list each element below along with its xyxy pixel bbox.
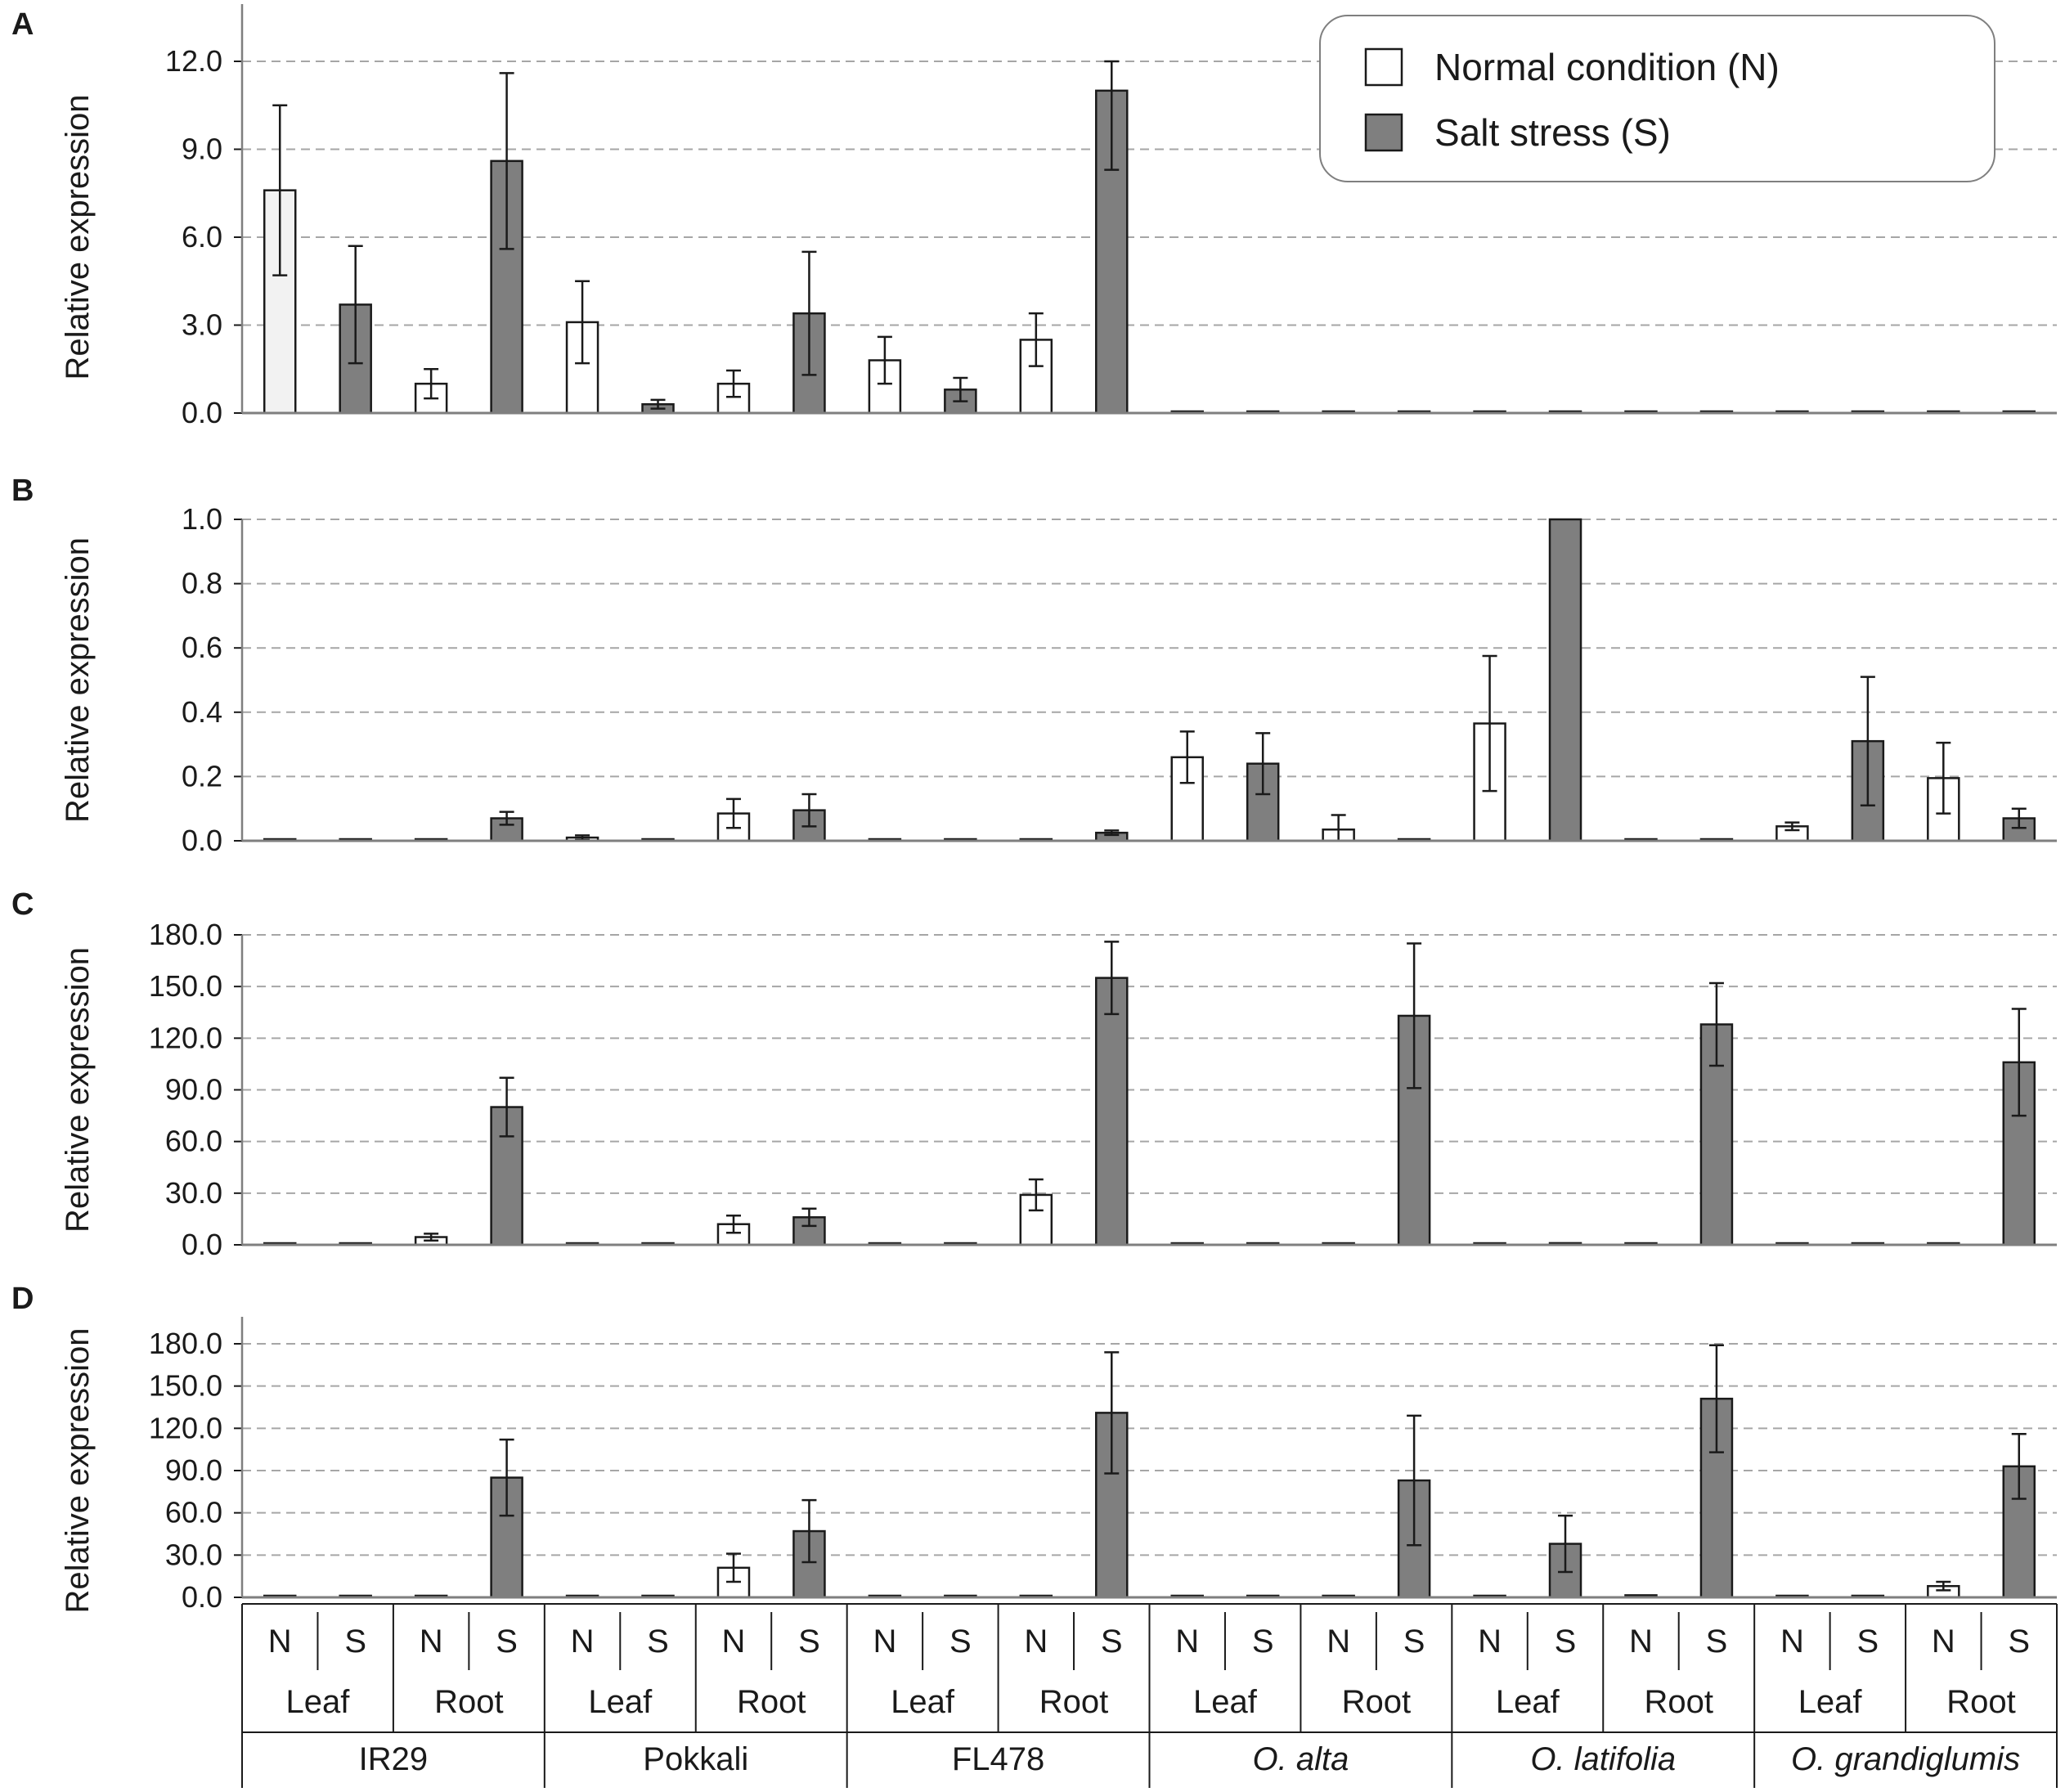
y-tick-label: 30.0 bbox=[165, 1538, 222, 1571]
condition-label: S bbox=[1706, 1624, 1728, 1660]
y-tick-label: 0.0 bbox=[182, 396, 222, 429]
y-tick-label: 1.0 bbox=[182, 502, 222, 536]
bar-s-11 bbox=[1095, 977, 1129, 1246]
panel-letter: D bbox=[11, 1282, 34, 1316]
condition-label: S bbox=[1555, 1624, 1577, 1660]
tissue-label: Leaf bbox=[286, 1684, 351, 1720]
tissue-label: Root bbox=[1946, 1684, 2016, 1720]
condition-label: N bbox=[1327, 1624, 1350, 1660]
y-tick-label: 0.0 bbox=[182, 1580, 222, 1614]
genotype-label: O. alta bbox=[1252, 1741, 1349, 1777]
tissue-label: Leaf bbox=[891, 1684, 955, 1720]
y-tick-label: 0.8 bbox=[182, 567, 222, 600]
y-tick-label: 0.0 bbox=[182, 824, 222, 857]
condition-label: N bbox=[1932, 1624, 1955, 1660]
panel-c: C 0.0 30.0 60.0 90.0 120.0 150.0 180.0 Relative … bbox=[11, 887, 2057, 1261]
condition-label: N bbox=[1024, 1624, 1048, 1660]
condition-label: S bbox=[496, 1624, 518, 1660]
legend-swatch-salt bbox=[1364, 113, 1403, 152]
condition-label: N bbox=[1478, 1624, 1502, 1660]
y-axis-label: Relative expression bbox=[60, 94, 96, 380]
legend-box bbox=[1319, 15, 1995, 182]
y-tick-label: 0.4 bbox=[182, 695, 222, 729]
condition-label: S bbox=[1857, 1624, 1879, 1660]
condition-label: N bbox=[420, 1624, 443, 1660]
condition-label: S bbox=[344, 1624, 366, 1660]
tissue-label: Leaf bbox=[1193, 1684, 1258, 1720]
condition-label: S bbox=[647, 1624, 669, 1660]
y-tick-label: 3.0 bbox=[182, 308, 222, 342]
y-tick-label: 180.0 bbox=[149, 1327, 222, 1360]
panel-a: A 0.0 3.0 6.0 9.0 12.0 Relative expression bbox=[11, 4, 2057, 429]
y-axis-label: Relative expression bbox=[60, 537, 96, 823]
bar-s-17 bbox=[1548, 518, 1582, 842]
y-tick-label: 60.0 bbox=[165, 1496, 222, 1529]
y-tick-label: 90.0 bbox=[165, 1453, 222, 1487]
condition-label: S bbox=[2008, 1624, 2030, 1660]
legend: Normal condition (N) Salt stress (S) bbox=[1319, 15, 1995, 182]
y-tick-label: 150.0 bbox=[149, 1369, 222, 1403]
y-tick-label: 30.0 bbox=[165, 1176, 222, 1210]
y-tick-label: 0.6 bbox=[182, 631, 222, 664]
y-tick-label: 0.2 bbox=[182, 759, 222, 793]
y-tick-label: 6.0 bbox=[182, 220, 222, 254]
condition-label: N bbox=[1175, 1624, 1199, 1660]
condition-label: N bbox=[722, 1624, 746, 1660]
y-tick-label: 150.0 bbox=[149, 969, 222, 1003]
tissue-label: Root bbox=[1644, 1684, 1713, 1720]
panel-b: B 0.0 0.2 0.4 0.6 0.8 1.0 Relative expression bbox=[11, 474, 2057, 857]
tissue-label: Root bbox=[1039, 1684, 1109, 1720]
condition-label: S bbox=[1403, 1624, 1425, 1660]
y-tick-label: 120.0 bbox=[149, 1411, 222, 1444]
y-axis-label: Relative expression bbox=[60, 947, 96, 1233]
tissue-label: Root bbox=[1342, 1684, 1412, 1720]
legend-label-salt: Salt stress (S) bbox=[1434, 111, 1671, 154]
panel-letter: B bbox=[11, 474, 34, 508]
condition-label: S bbox=[1101, 1624, 1123, 1660]
genotype-label: O. grandiglumis bbox=[1791, 1741, 2020, 1777]
genotype-label: Pokkali bbox=[643, 1741, 748, 1777]
condition-label: S bbox=[1252, 1624, 1274, 1660]
condition-label: N bbox=[873, 1624, 896, 1660]
panel-letter: A bbox=[11, 7, 34, 42]
tissue-label: Root bbox=[434, 1684, 504, 1720]
y-axis-label: Relative expression bbox=[60, 1327, 96, 1613]
y-tick-label: 9.0 bbox=[182, 132, 222, 166]
y-tick-label: 120.0 bbox=[149, 1021, 222, 1054]
genotype-label: FL478 bbox=[952, 1741, 1044, 1777]
y-tick-label: 90.0 bbox=[165, 1073, 222, 1107]
condition-label: S bbox=[798, 1624, 820, 1660]
panel-d: D 0.0 30.0 60.0 90.0 120.0 150.0 180.0 Relative … bbox=[11, 1282, 2057, 1614]
panels: A 0.0 3.0 6.0 9.0 12.0 Relative expression B 0.0… bbox=[11, 4, 2057, 1614]
legend-label-normal: Normal condition (N) bbox=[1434, 46, 1780, 88]
condition-label: N bbox=[1780, 1624, 1804, 1660]
y-tick-label: 60.0 bbox=[165, 1125, 222, 1158]
tissue-label: Root bbox=[737, 1684, 806, 1720]
genotype-label: IR29 bbox=[359, 1741, 429, 1777]
y-tick-label: 0.0 bbox=[182, 1228, 222, 1261]
condition-label: N bbox=[571, 1624, 595, 1660]
panel-letter: C bbox=[11, 887, 34, 922]
condition-label: S bbox=[949, 1624, 972, 1660]
genotype-label: O. latifolia bbox=[1530, 1741, 1676, 1777]
y-tick-label: 12.0 bbox=[165, 44, 222, 78]
tissue-label: Leaf bbox=[1496, 1684, 1560, 1720]
tissue-label: Leaf bbox=[588, 1684, 653, 1720]
tissue-label: Leaf bbox=[1798, 1684, 1863, 1720]
legend-swatch-normal bbox=[1364, 47, 1403, 87]
condition-label: N bbox=[268, 1624, 292, 1660]
y-tick-label: 180.0 bbox=[149, 918, 222, 951]
condition-label: N bbox=[1629, 1624, 1653, 1660]
x-axis-category-table: N S N S N S N S N S N S N S N S N S N S N S N S Leaf Root Leaf Root… bbox=[241, 1603, 2058, 1788]
